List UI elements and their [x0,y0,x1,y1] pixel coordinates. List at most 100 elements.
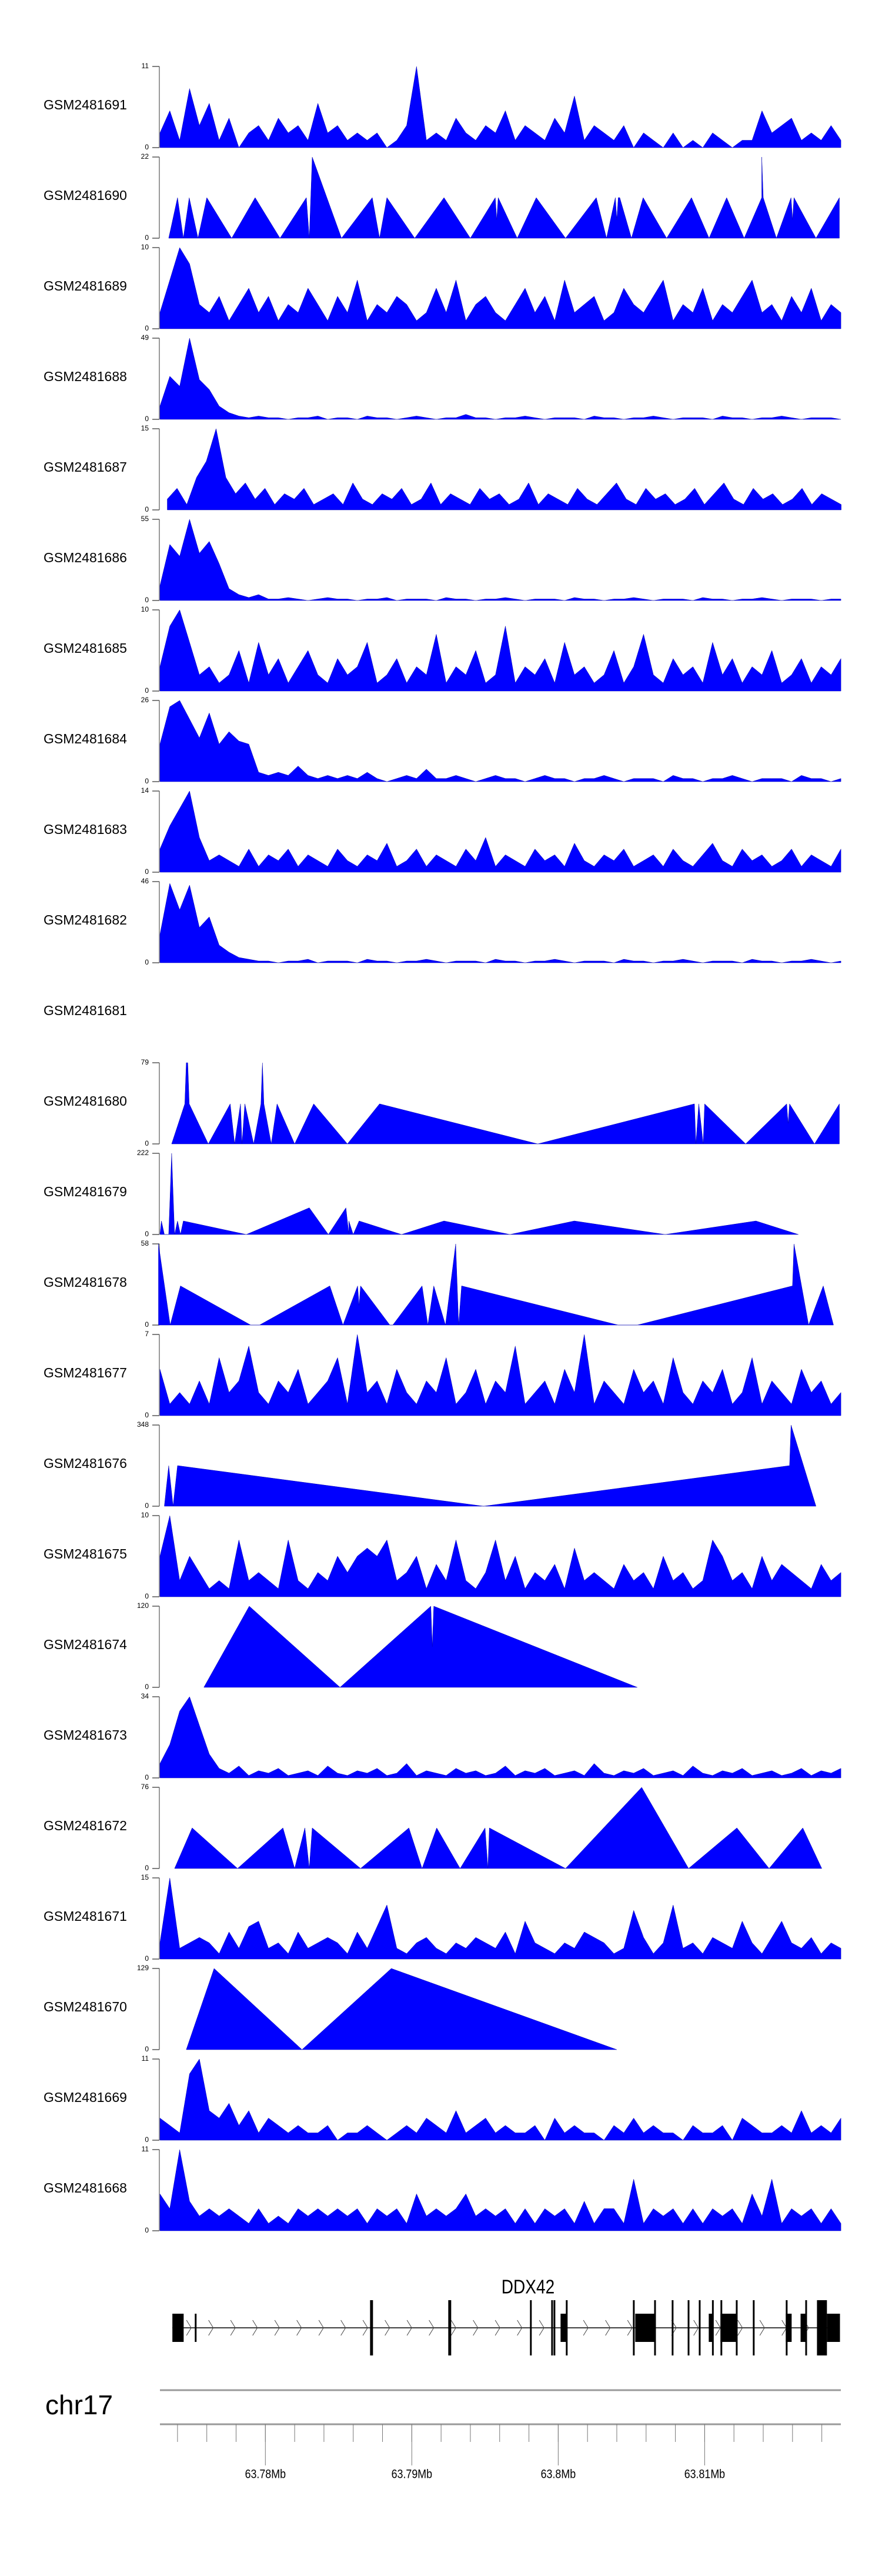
strand-arrow-icon [230,2320,236,2336]
strand-arrow-icon [406,2320,412,2336]
coverage-area [159,519,841,601]
strand-arrow-icon [318,2320,324,2336]
coverage-area [159,1153,799,1235]
y-tick-label-max: 46 [141,877,149,885]
track-label: GSM2481682 [44,912,127,927]
utr-exon [786,2314,792,2342]
y-tick-label-max: 34 [141,1692,149,1700]
track-GSM2481681: GSM2481681 [44,1003,127,1018]
major-tick-label: 63.79Mb [392,2467,433,2481]
utr-exon [195,2314,197,2342]
coverage-area [159,2149,841,2231]
major-tick-label: 63.8Mb [541,2467,576,2481]
coverage-area [158,1243,834,1326]
track-GSM2481690: GSM2481690 22 0 [44,152,840,242]
utr-exon [709,2314,713,2342]
coding-exon [753,2300,755,2355]
coding-exon [699,2300,701,2355]
strand-arrow-icon [627,2320,633,2336]
track-GSM2481686: GSM2481686 55 0 [44,515,841,604]
strand-arrow-icon [296,2320,302,2336]
coverage-area [159,1515,841,1597]
strand-arrow-icon [715,2320,721,2336]
track-label: GSM2481677 [44,1365,127,1380]
coverage-area [159,247,841,329]
gene-model: DDX42 [172,2277,840,2355]
coding-exon [633,2300,635,2355]
track-GSM2481679: GSM2481679 222 0 [44,1149,799,1238]
track-label: GSM2481690 [44,188,127,203]
y-tick-label-zero: 0 [145,415,149,423]
y-tick-label-zero: 0 [145,1320,149,1329]
y-tick-label-max: 222 [137,1149,149,1157]
coverage-area [159,1334,841,1416]
track-label: GSM2481674 [44,1637,127,1652]
track-GSM2481677: GSM2481677 7 0 [44,1330,841,1419]
y-tick-label-max: 26 [141,696,149,704]
y-tick-label-max: 79 [141,1058,149,1066]
coding-exon [711,2300,714,2355]
track-label: GSM2481681 [44,1003,127,1018]
y-tick-label-zero: 0 [145,2135,149,2144]
y-tick-label-zero: 0 [145,777,149,785]
coding-exon [370,2300,373,2355]
track-label: GSM2481669 [44,2090,127,2105]
coding-exon [736,2300,738,2355]
utr-exon [720,2314,737,2342]
track-label: GSM2481670 [44,1999,127,2014]
y-tick-label-max: 49 [141,333,149,342]
y-tick-label-max: 10 [141,243,149,251]
y-tick-label-zero: 0 [145,143,149,151]
strand-arrow-icon [429,2320,435,2336]
track-GSM2481688: GSM2481688 49 0 [44,333,841,423]
utr-exon [800,2314,807,2342]
coverage-area [159,700,841,782]
y-tick-label-max: 10 [141,605,149,613]
track-GSM2481678: GSM2481678 58 0 [44,1239,834,1329]
coding-exon [671,2300,674,2355]
strand-arrow-icon [605,2320,611,2336]
coding-exon [530,2300,532,2355]
coverage-area [159,2058,841,2141]
coding-exon [687,2300,690,2355]
track-label: GSM2481688 [44,369,127,384]
track-label: GSM2481671 [44,1908,127,1924]
coding-exon [817,2300,827,2355]
coverage-area [186,1968,617,2050]
track-label: GSM2481676 [44,1456,127,1471]
strand-arrow-icon [473,2320,479,2336]
track-GSM2481668: GSM2481668 11 0 [44,2145,841,2234]
track-GSM2481676: GSM2481676 348 0 [44,1420,817,1510]
track-GSM2481684: GSM2481684 26 0 [44,696,841,785]
track-GSM2481673: GSM2481673 34 0 [44,1692,841,1781]
strand-arrow-icon [450,2320,456,2336]
track-GSM2481674: GSM2481674 120 0 [44,1601,637,1691]
strand-arrow-icon [274,2320,280,2336]
track-GSM2481689: GSM2481689 10 0 [44,243,841,332]
track-label: GSM2481683 [44,822,127,837]
genome-axis: chr17 63.78Mb 63.79Mb 63.8Mb 63.81Mb [45,2389,841,2481]
y-tick-label-zero: 0 [145,2226,149,2234]
track-label: GSM2481691 [44,97,127,112]
y-tick-label-max: 10 [141,1511,149,1519]
track-GSM2481671: GSM2481671 15 0 [44,1873,841,1963]
gene-name: DDX42 [502,2277,554,2298]
y-tick-label-zero: 0 [145,1411,149,1419]
track-GSM2481682: GSM2481682 46 0 [44,877,841,966]
track-label: GSM2481679 [44,1184,127,1199]
y-tick-label-max: 11 [142,2145,149,2153]
y-tick-label-zero: 0 [145,324,149,332]
coverage-area [159,1877,841,1960]
y-tick-label-zero: 0 [145,958,149,966]
utr-exon [172,2314,184,2342]
coverage-area [159,609,841,692]
y-tick-label-max: 120 [137,1601,149,1610]
coding-exon [654,2300,656,2355]
coding-exon [805,2300,807,2355]
y-tick-label-zero: 0 [145,1139,149,1147]
coverage-area [203,1606,637,1688]
y-tick-label-max: 14 [141,786,149,795]
y-tick-label-max: 11 [142,2054,149,2063]
utr-exon [827,2314,840,2342]
